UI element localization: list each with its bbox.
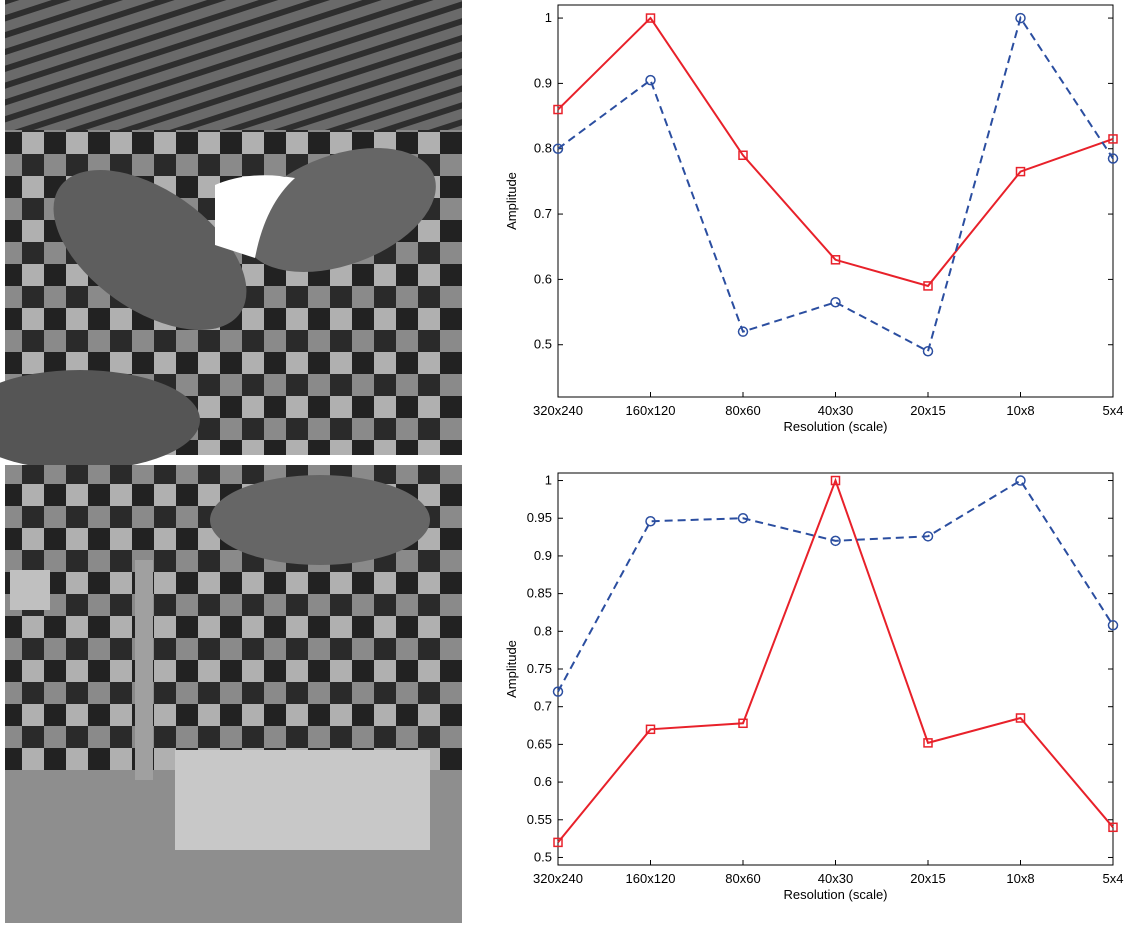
y-axis-label: Amplitude	[504, 640, 519, 698]
plot-frame	[558, 5, 1113, 397]
x-tick-label: 5x4	[1103, 871, 1124, 886]
x-tick-label: 10x8	[1006, 871, 1034, 886]
x-tick-label: 80x60	[725, 403, 760, 418]
plot-frame	[558, 473, 1113, 865]
series-line	[558, 18, 1113, 351]
x-tick-label: 80x60	[725, 871, 760, 886]
x-tick-label: 5x4	[1103, 403, 1124, 418]
y-tick-label: 0.9	[534, 548, 552, 563]
image-bottom	[5, 465, 462, 923]
x-tick-label: 20x15	[910, 403, 945, 418]
x-tick-label: 160x120	[626, 871, 676, 886]
x-tick-label: 10x8	[1006, 403, 1034, 418]
marker	[646, 76, 655, 85]
marker	[831, 298, 840, 307]
marker	[1016, 476, 1025, 485]
x-axis-label: Resolution (scale)	[783, 887, 887, 902]
series-line	[558, 481, 1113, 692]
y-tick-label: 0.85	[527, 586, 552, 601]
y-tick-label: 0.7	[534, 699, 552, 714]
x-axis-label: Resolution (scale)	[783, 419, 887, 434]
y-tick-label: 0.7	[534, 206, 552, 221]
y-tick-label: 0.5	[534, 337, 552, 352]
y-tick-label: 0.8	[534, 141, 552, 156]
charts: 0.5 0.6 0.7 0.8 0.9 1 320x240 160x120 80x60 40x30…	[504, 5, 1123, 902]
series-line	[558, 481, 1113, 843]
y-tick-label: 0.6	[534, 271, 552, 286]
image-top	[0, 0, 462, 470]
y-tick-label: 1	[545, 10, 552, 25]
x-tick-label: 40x30	[818, 403, 853, 418]
series-line	[558, 18, 1113, 286]
x-tick-label: 320x240	[533, 871, 583, 886]
x-tick-label: 20x15	[910, 871, 945, 886]
figure: 0.5 0.6 0.7 0.8 0.9 1 320x240 160x120 80x60 40x30…	[0, 0, 1127, 923]
y-tick-label: 0.75	[527, 661, 552, 676]
y-tick-label: 1	[545, 473, 552, 488]
x-tick-label: 320x240	[533, 403, 583, 418]
x-tick-label: 40x30	[818, 871, 853, 886]
y-tick-label: 0.6	[534, 774, 552, 789]
y-axis-label: Amplitude	[504, 172, 519, 230]
y-tick-label: 0.9	[534, 75, 552, 90]
y-tick-label: 0.55	[527, 812, 552, 827]
x-tick-label: 160x120	[626, 403, 676, 418]
y-tick-label: 0.8	[534, 623, 552, 638]
y-tick-label: 0.5	[534, 849, 552, 864]
y-tick-label: 0.95	[527, 510, 552, 525]
y-tick-label: 0.65	[527, 736, 552, 751]
